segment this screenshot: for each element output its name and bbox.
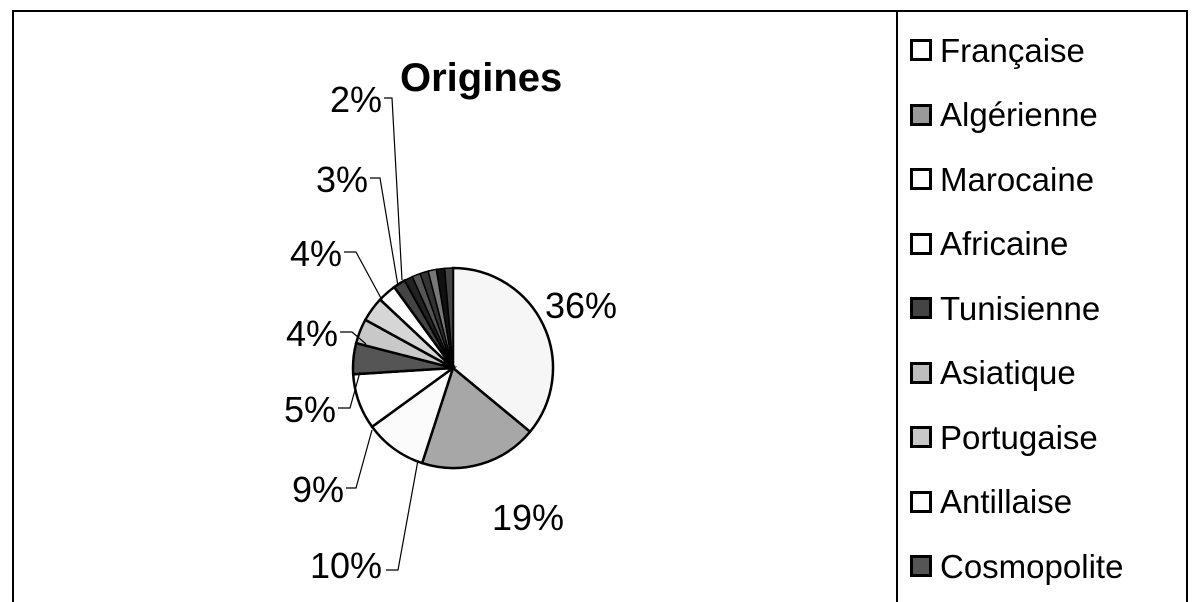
legend-swatch (910, 490, 932, 513)
leader-lines (338, 97, 419, 571)
leader-line-asiatique (340, 331, 367, 345)
data-label-portugaise: 4% (290, 233, 342, 274)
legend-item-algérienne: Algérienne (910, 95, 1098, 135)
pie-slice-algérienne (420, 365, 532, 470)
legend-swatch (910, 297, 932, 319)
legend-item-portugaise: Portugaise (910, 417, 1098, 457)
pie-slices (351, 266, 555, 470)
pie-slice-française (451, 266, 555, 434)
leader-line-tunisienne (338, 371, 361, 409)
legend-label: Marocaine (940, 160, 1095, 198)
legend-label: Française (940, 31, 1085, 69)
pie-chart: 36% 19% 10% 9% 5% 4% 4% 3% 2% (284, 79, 617, 586)
legend-label: Portugaise (940, 418, 1098, 456)
legend-label: Antillaise (940, 483, 1073, 520)
legend-swatch (910, 168, 932, 190)
legend: Française Algérienne Marocaine Africaine Tun… (896, 12, 1186, 602)
percent-labels: 36% 19% 10% 9% 5% 4% 4% 3% 2% (284, 79, 617, 586)
data-label-française: 36% (545, 285, 617, 326)
legend-item-tunisienne: Tunisienne (910, 288, 1100, 328)
legend-label: Tunisienne (940, 289, 1101, 327)
leader-line-cosmopolite (384, 97, 403, 281)
data-label-cosmopolite: 2% (330, 79, 382, 120)
leader-line-africaine (346, 429, 373, 489)
data-label-tunisienne: 5% (284, 389, 336, 430)
chart-title: Origines (400, 56, 563, 100)
data-label-marocaine: 10% (310, 545, 382, 586)
legend-label: Asiatique (940, 354, 1076, 391)
legend-item-marocaine: Marocaine (910, 159, 1094, 199)
pie-slice-other-5 (443, 267, 454, 369)
legend-swatch (910, 39, 932, 61)
legend-label: Cosmopolite (940, 547, 1124, 585)
legend-label: Algérienne (940, 96, 1098, 133)
leader-line-portugaise (344, 251, 383, 301)
data-label-algérienne: 19% (492, 497, 564, 538)
legend-swatch (910, 103, 932, 126)
legend-item-française: Française (910, 30, 1085, 70)
legend-swatch (910, 426, 932, 448)
leader-line-antillaise (370, 177, 399, 287)
legend-label: Africaine (940, 225, 1069, 262)
legend-item-antillaise: Antillaise (910, 482, 1072, 522)
legend-item-africaine: Africaine (910, 224, 1068, 264)
legend-item-asiatique: Asiatique (910, 353, 1076, 393)
chart-frame (12, 10, 1188, 602)
legend-swatch (910, 361, 932, 384)
legend-swatch (910, 555, 932, 577)
legend-swatch (910, 232, 932, 255)
data-label-asiatique: 4% (286, 313, 338, 354)
leader-line-marocaine (386, 459, 419, 571)
data-label-africaine: 9% (292, 469, 344, 510)
legend-item-cosmopolite: Cosmopolite (910, 546, 1123, 586)
data-label-antillaise: 3% (316, 159, 368, 200)
